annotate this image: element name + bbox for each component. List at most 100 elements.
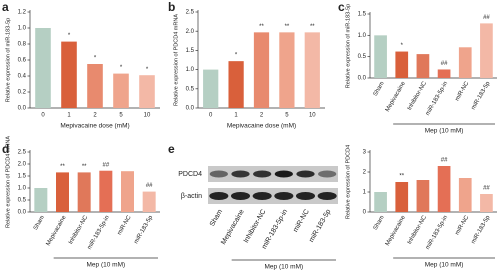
x-tick-label: 1 bbox=[234, 113, 238, 119]
x-tick-label: 10 bbox=[309, 113, 316, 119]
bar bbox=[34, 188, 48, 212]
x-tick-label: 10 bbox=[144, 113, 151, 119]
bar bbox=[279, 32, 295, 108]
bar bbox=[61, 41, 77, 108]
y-tick-label: 0.5 bbox=[186, 86, 195, 92]
blot-band bbox=[274, 170, 293, 178]
y-tick-label: 1.0 bbox=[18, 26, 27, 32]
blot-band bbox=[209, 192, 229, 200]
bar bbox=[416, 180, 430, 212]
bar bbox=[35, 28, 51, 108]
bar bbox=[374, 35, 387, 78]
y-tick-label: 1.0 bbox=[358, 33, 367, 39]
y-tick-label: 1.2 bbox=[18, 10, 27, 16]
y-tick-label: 0.0 bbox=[18, 106, 27, 112]
bar bbox=[99, 170, 113, 212]
significance-mark: ## bbox=[146, 183, 153, 189]
y-axis-label: Relative expression of PDCD4 mRNA bbox=[5, 136, 11, 228]
blot-protein-label: PDCD4 bbox=[178, 171, 202, 178]
x-tick-label: 2 bbox=[93, 113, 97, 119]
y-tick-label: 1.5 bbox=[186, 48, 195, 54]
significance-mark: ## bbox=[441, 61, 448, 67]
x-tick-label: 0 bbox=[41, 113, 45, 119]
blot-strip bbox=[208, 166, 338, 182]
significance-mark: * bbox=[235, 53, 238, 59]
y-axis-label: Relative expression of PDCD4 mRNA bbox=[173, 14, 179, 106]
group-label: Mep (10 mM) bbox=[265, 264, 304, 271]
blot-band bbox=[317, 192, 337, 200]
group-label: Mep (10 mM) bbox=[425, 128, 464, 135]
bar bbox=[142, 191, 156, 212]
y-tick-label: 1.0 bbox=[186, 67, 195, 73]
bar bbox=[480, 194, 493, 212]
significance-mark: * bbox=[120, 65, 123, 71]
bar bbox=[395, 182, 409, 212]
y-axis-label: Relative expression of miR-183-5p bbox=[345, 4, 351, 88]
x-tick-label: 2 bbox=[260, 113, 264, 119]
blot-band bbox=[253, 170, 272, 178]
blot-band bbox=[295, 192, 316, 200]
bar bbox=[437, 69, 451, 78]
y-tick-label: 2.0 bbox=[18, 162, 27, 168]
significance-mark: ## bbox=[441, 158, 448, 164]
bar bbox=[395, 51, 409, 78]
y-tick-label: 0 bbox=[363, 210, 367, 216]
significance-mark: ** bbox=[60, 164, 65, 170]
bar bbox=[480, 23, 493, 79]
significance-mark: ## bbox=[483, 15, 490, 21]
bar bbox=[416, 54, 430, 78]
significance-mark: * bbox=[146, 67, 149, 73]
x-axis-label: Mepivacaine dose (mM) bbox=[60, 123, 129, 130]
y-tick-label: 0.5 bbox=[18, 198, 27, 204]
y-tick-label: 1 bbox=[363, 190, 367, 196]
bar bbox=[113, 73, 129, 108]
significance-mark: ** bbox=[399, 174, 404, 180]
bar bbox=[458, 178, 472, 212]
y-axis-label: Relative expression of PDCD4 bbox=[345, 145, 351, 219]
significance-mark: ** bbox=[259, 24, 264, 30]
blot-band bbox=[209, 170, 228, 178]
blot-band bbox=[296, 170, 315, 178]
blot-band bbox=[318, 170, 337, 178]
bar bbox=[374, 192, 387, 212]
significance-mark: ** bbox=[285, 24, 290, 30]
x-tick-label: 1 bbox=[67, 113, 71, 119]
blot-band bbox=[274, 192, 294, 200]
panel-label: b bbox=[168, 0, 175, 14]
y-tick-label: 1.0 bbox=[18, 186, 27, 192]
y-tick-label: 0.5 bbox=[358, 54, 367, 60]
panel-label: a bbox=[2, 0, 9, 14]
bar bbox=[203, 69, 219, 108]
y-tick-label: 2.0 bbox=[186, 29, 195, 35]
y-tick-label: 0.6 bbox=[18, 58, 27, 64]
y-tick-label: 1.5 bbox=[18, 174, 27, 180]
y-tick-label: 3 bbox=[363, 150, 367, 156]
blot-band bbox=[230, 192, 251, 200]
bar bbox=[228, 61, 244, 108]
y-tick-label: 1.5 bbox=[358, 12, 367, 18]
y-tick-label: 0.2 bbox=[18, 90, 27, 96]
y-axis-label: Relative expression of miR-183-5p bbox=[5, 18, 11, 102]
significance-mark: * bbox=[401, 43, 404, 49]
y-tick-label: 2.5 bbox=[18, 150, 27, 156]
bar bbox=[87, 64, 103, 108]
significance-mark: ** bbox=[310, 24, 315, 30]
y-tick-label: 0.8 bbox=[18, 42, 27, 48]
significance-mark: ** bbox=[82, 164, 87, 170]
bar bbox=[77, 172, 91, 212]
y-tick-label: 0.4 bbox=[18, 74, 27, 80]
bar bbox=[437, 166, 451, 212]
panel-label: e bbox=[168, 142, 175, 156]
x-tick-label: 5 bbox=[285, 113, 289, 119]
significance-mark: ## bbox=[102, 162, 109, 168]
y-tick-label: 0.0 bbox=[186, 106, 195, 112]
panel-label: c bbox=[338, 0, 345, 14]
y-tick-label: 0.0 bbox=[18, 210, 27, 216]
bar bbox=[458, 47, 472, 78]
bar bbox=[139, 75, 155, 108]
group-label: Mep (10 mM) bbox=[87, 262, 126, 269]
x-tick-label: 0 bbox=[209, 113, 213, 119]
blot-band bbox=[231, 170, 250, 178]
